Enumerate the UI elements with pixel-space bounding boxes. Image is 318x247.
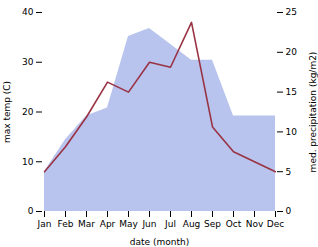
svg-text:date (month): date (month) (130, 237, 189, 247)
svg-text:med. precipitation (kg/m2): med. precipitation (kg/m2) (308, 52, 318, 173)
svg-text:Mar: Mar (78, 219, 95, 229)
svg-text:15: 15 (286, 87, 297, 97)
svg-text:40: 40 (22, 7, 34, 17)
svg-text:20: 20 (22, 107, 34, 117)
svg-text:30: 30 (22, 57, 34, 67)
svg-text:Feb: Feb (58, 219, 74, 229)
svg-text:May: May (119, 219, 138, 229)
svg-text:0: 0 (286, 206, 292, 216)
svg-text:Jan: Jan (37, 219, 52, 229)
svg-text:Nov: Nov (246, 219, 264, 229)
svg-text:Jun: Jun (141, 219, 156, 229)
svg-text:20: 20 (286, 47, 298, 57)
svg-text:Aug: Aug (183, 219, 201, 229)
svg-text:0: 0 (28, 206, 34, 216)
svg-text:Apr: Apr (100, 219, 116, 229)
svg-text:Oct: Oct (226, 219, 242, 229)
svg-text:25: 25 (286, 7, 297, 17)
svg-text:Sep: Sep (204, 219, 221, 229)
svg-text:Jul: Jul (164, 219, 176, 229)
svg-text:10: 10 (286, 127, 298, 137)
svg-text:Dec: Dec (267, 219, 284, 229)
svg-text:10: 10 (22, 157, 34, 167)
svg-text:max temp (C): max temp (C) (2, 81, 12, 143)
svg-text:5: 5 (286, 167, 292, 177)
